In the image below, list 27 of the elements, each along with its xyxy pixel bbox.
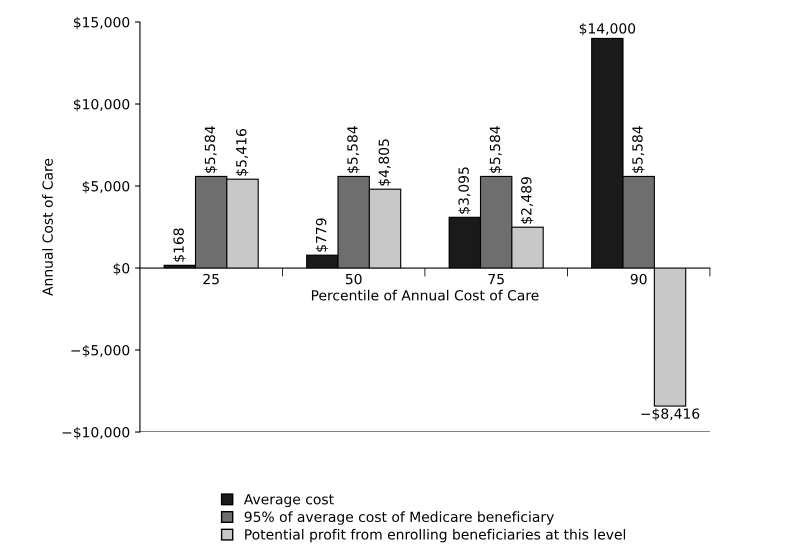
y-tick-label: $0 bbox=[114, 262, 130, 276]
data-label: $4,805 bbox=[378, 139, 391, 186]
data-label: $5,416 bbox=[236, 129, 248, 176]
x-tick-label: 50 bbox=[346, 274, 362, 284]
x-tick-label: 75 bbox=[488, 274, 504, 284]
data-label: $168 bbox=[173, 228, 186, 262]
legend-label: 95% of average cost of Medicare beneficiary bbox=[244, 511, 554, 525]
legend-label: Potential profit from enrolling beneficiaries at this level bbox=[245, 528, 626, 542]
data-label: $5,584 bbox=[204, 126, 218, 173]
y-tick-label: −$10,000 bbox=[62, 426, 130, 440]
y-tick-label: $5,000 bbox=[82, 180, 130, 194]
data-label: −$8,416 bbox=[641, 408, 700, 421]
legend-label: Average cost bbox=[244, 494, 334, 508]
data-label: $5,584 bbox=[489, 126, 502, 173]
y-tick-label: $10,000 bbox=[74, 98, 130, 112]
x-axis-title: Percentile of Annual Cost of Care bbox=[312, 290, 539, 301]
data-label: $5,584 bbox=[346, 126, 360, 173]
data-label: $5,584 bbox=[632, 126, 645, 173]
data-label: $3,095 bbox=[458, 167, 471, 214]
data-label: $14,000 bbox=[580, 22, 636, 36]
y-tick-label: −$5,000 bbox=[71, 344, 130, 358]
y-axis-title: Annual Cost of Care bbox=[42, 158, 53, 296]
x-tick-label: 90 bbox=[630, 274, 647, 284]
y-tick-label: $15,000 bbox=[74, 16, 130, 30]
data-label: $779 bbox=[316, 218, 328, 252]
data-label: $2,489 bbox=[520, 177, 534, 224]
x-tick-label: 25 bbox=[203, 274, 219, 284]
